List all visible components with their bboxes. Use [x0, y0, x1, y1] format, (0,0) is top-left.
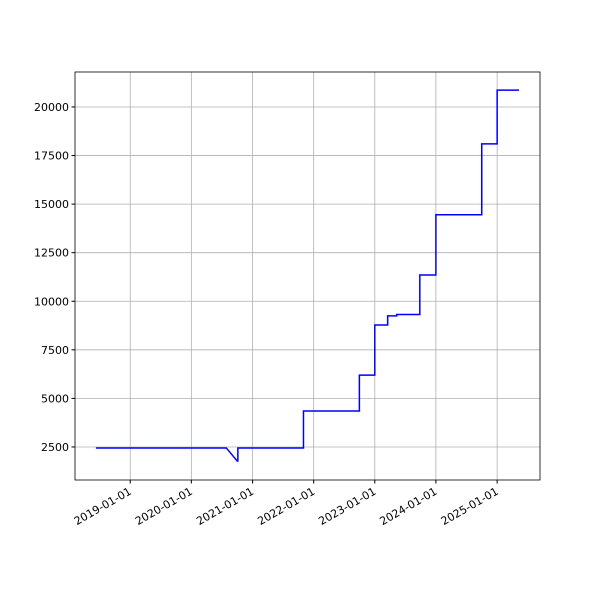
y-tick-label: 5000 [41, 392, 69, 405]
y-tick-label: 12500 [34, 247, 69, 260]
y-tick-label: 17500 [34, 150, 69, 163]
x-tick-label: 2021-01-01 [194, 485, 256, 528]
y-tick-label: 10000 [34, 295, 69, 308]
line [95, 89, 520, 462]
y-tick-label: 2500 [41, 441, 69, 454]
x-tick-label: 2025-01-01 [439, 485, 501, 528]
x-tick-label: 2023-01-01 [316, 485, 378, 528]
x-tick-label: 2022-01-01 [255, 485, 317, 528]
y-tick-label: 20000 [34, 101, 69, 114]
x-tick-label: 2019-01-01 [72, 485, 134, 528]
plot-frame [74, 71, 541, 481]
x-tick-label: 2024-01-01 [378, 485, 440, 528]
y-tick-label: 7500 [41, 344, 69, 357]
x-tick-label: 2020-01-01 [133, 485, 195, 528]
y-tick-label: 15000 [34, 198, 69, 211]
